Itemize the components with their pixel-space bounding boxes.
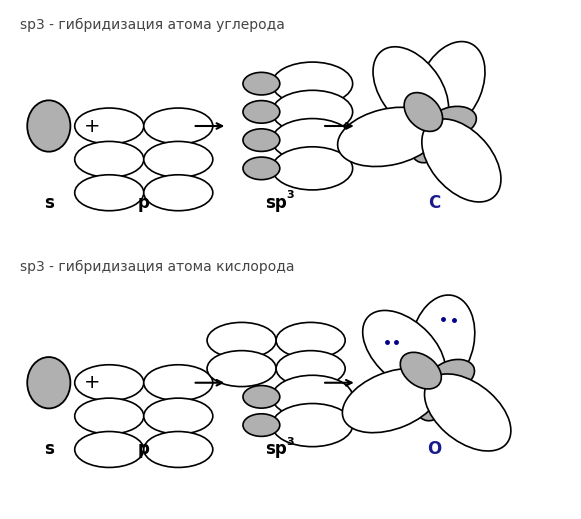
Text: sp3 - гибридизация атома углерода: sp3 - гибридизация атома углерода [20, 18, 285, 32]
Ellipse shape [416, 42, 485, 131]
Ellipse shape [27, 100, 70, 152]
Ellipse shape [243, 414, 280, 436]
Ellipse shape [414, 378, 448, 421]
Ellipse shape [75, 108, 144, 144]
Text: C: C [428, 194, 440, 212]
Ellipse shape [272, 90, 353, 133]
Ellipse shape [144, 108, 213, 144]
Ellipse shape [410, 295, 475, 388]
Ellipse shape [338, 107, 440, 167]
Ellipse shape [373, 47, 449, 132]
Ellipse shape [272, 62, 353, 105]
Text: s: s [44, 194, 54, 212]
Ellipse shape [404, 92, 443, 131]
Ellipse shape [272, 375, 353, 418]
Ellipse shape [342, 368, 441, 433]
Text: p: p [138, 194, 150, 212]
Ellipse shape [144, 365, 213, 401]
Text: s: s [44, 441, 54, 458]
Ellipse shape [429, 360, 475, 392]
Ellipse shape [410, 121, 445, 163]
Ellipse shape [272, 147, 353, 190]
Text: +: + [84, 116, 100, 135]
Ellipse shape [75, 431, 144, 468]
Ellipse shape [75, 365, 144, 401]
Text: +: + [84, 373, 100, 392]
Ellipse shape [243, 386, 280, 408]
Text: p: p [138, 441, 150, 458]
Ellipse shape [243, 72, 280, 95]
Ellipse shape [422, 119, 501, 202]
Ellipse shape [27, 357, 70, 408]
Text: sp: sp [266, 441, 287, 458]
Ellipse shape [427, 377, 467, 415]
Ellipse shape [75, 398, 144, 434]
Ellipse shape [144, 431, 213, 468]
Ellipse shape [144, 175, 213, 211]
Ellipse shape [75, 141, 144, 177]
Ellipse shape [272, 118, 353, 162]
Ellipse shape [429, 106, 476, 137]
Ellipse shape [400, 352, 442, 389]
Ellipse shape [207, 351, 276, 387]
Ellipse shape [144, 141, 213, 177]
Ellipse shape [363, 310, 446, 391]
Ellipse shape [207, 322, 276, 358]
Text: O: O [427, 441, 442, 458]
Ellipse shape [272, 403, 353, 447]
Ellipse shape [425, 121, 462, 161]
Ellipse shape [75, 175, 144, 211]
Ellipse shape [276, 351, 345, 387]
Ellipse shape [425, 374, 511, 451]
Ellipse shape [276, 322, 345, 358]
Ellipse shape [243, 101, 280, 123]
Text: sp: sp [266, 194, 287, 212]
Text: sp3 - гибридизация атома кислорода: sp3 - гибридизация атома кислорода [20, 260, 295, 274]
Ellipse shape [144, 398, 213, 434]
Ellipse shape [243, 157, 280, 180]
Text: 3: 3 [286, 437, 295, 447]
Text: 3: 3 [286, 190, 295, 200]
Ellipse shape [243, 129, 280, 152]
